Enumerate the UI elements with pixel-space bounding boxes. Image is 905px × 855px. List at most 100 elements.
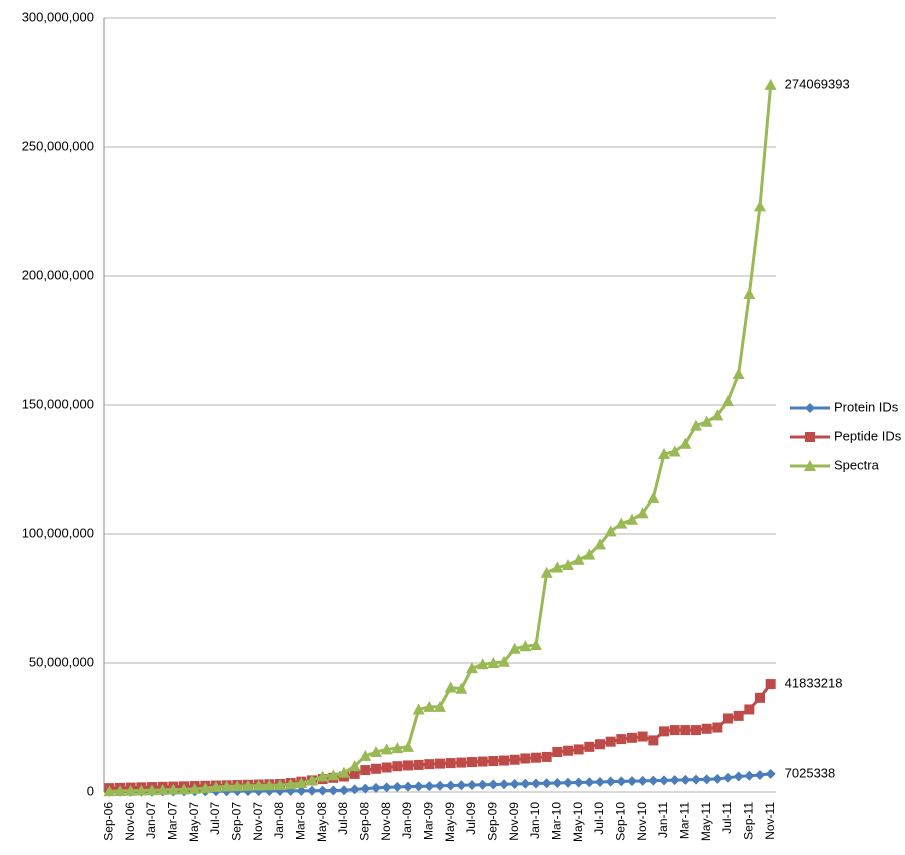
data-point [520,778,531,789]
x-tick-label: May-10 [571,802,585,842]
data-point [616,734,627,745]
data-point [296,785,307,796]
data-point [274,779,286,791]
data-label: 274069393 [785,76,850,91]
data-point [392,781,403,792]
data-point [658,448,670,460]
data-point [477,756,488,767]
x-tick-label: Nov-09 [507,802,521,841]
data-point [307,785,317,796]
data-point [135,784,148,796]
data-point [616,776,627,787]
data-point [349,768,360,779]
data-point [562,558,574,570]
data-point [317,785,328,796]
x-tick-label: May-07 [187,802,201,842]
data-point [295,776,308,788]
x-tick-label: Nov-07 [251,802,265,841]
data-point [467,780,477,791]
x-tick-label: May-09 [443,802,457,842]
data-point [412,703,425,715]
legend-label: Spectra [834,457,880,472]
data-point [626,513,638,525]
data-point [701,774,712,785]
x-tick-label: Sep-07 [230,802,244,841]
data-point [712,773,723,784]
data-point [466,662,478,674]
data-point [637,775,648,786]
data-point [541,751,552,762]
data-point [477,779,488,790]
series-line [109,683,772,790]
data-point [584,777,595,788]
data-point [509,754,520,765]
x-tick-label: Nov-10 [635,802,649,841]
x-tick-label: Mar-09 [422,802,436,840]
data-point [456,780,467,791]
data-point [435,758,445,769]
data-point [647,491,660,503]
data-point [445,780,456,791]
data-point [156,783,169,795]
data-point [467,757,477,768]
data-point [424,759,435,770]
data-point [338,766,350,778]
data-point [712,722,723,733]
data-point [690,419,702,431]
data-point [541,778,552,789]
data-point [627,776,637,787]
y-tick-label: 50,000,000 [29,654,94,669]
data-point [444,681,457,693]
data-point [167,783,180,795]
legend-label: Peptide IDs [834,428,902,443]
data-point [519,640,532,652]
data-point [339,785,349,796]
data-point [744,770,755,781]
data-point [520,753,531,764]
data-point [530,638,542,650]
data-point [242,779,254,791]
x-tick-label: May-11 [699,802,713,841]
x-tick-label: Jul-09 [464,802,478,835]
data-point [668,445,681,457]
data-point [455,682,468,694]
data-point [615,517,628,529]
x-tick-label: Sep-11 [742,802,756,840]
data-point [583,548,596,560]
data-point [659,726,669,737]
data-point [284,778,297,790]
data-point [755,769,765,780]
data-point [573,777,584,788]
y-tick-label: 200,000,000 [22,267,94,282]
data-point [498,655,510,667]
data-point [220,780,233,792]
data-point [252,779,265,791]
legend-marker [804,460,816,471]
data-point [456,757,467,768]
data-point [349,784,360,795]
x-tick-label: Mar-11 [678,802,692,839]
data-point [360,765,371,776]
data-point [402,740,414,752]
x-tick-label: Jul-08 [336,802,350,835]
data-point [669,775,680,786]
data-point [584,741,595,752]
data-point [723,713,733,724]
data-point [371,782,381,793]
data-point [563,745,573,756]
data-point [499,755,509,766]
data-point [435,780,445,791]
data-point [701,723,712,734]
data-point [723,772,733,783]
data-point [371,763,381,774]
data-point [551,561,564,573]
data-point [434,700,446,712]
data-point [636,507,649,519]
x-tick-label: Nov-11 [763,802,777,840]
x-tick-label: Jan-07 [144,802,158,839]
x-tick-label: Mar-10 [550,802,564,840]
data-point [648,735,659,746]
data-point [348,760,361,772]
data-point [327,769,340,781]
